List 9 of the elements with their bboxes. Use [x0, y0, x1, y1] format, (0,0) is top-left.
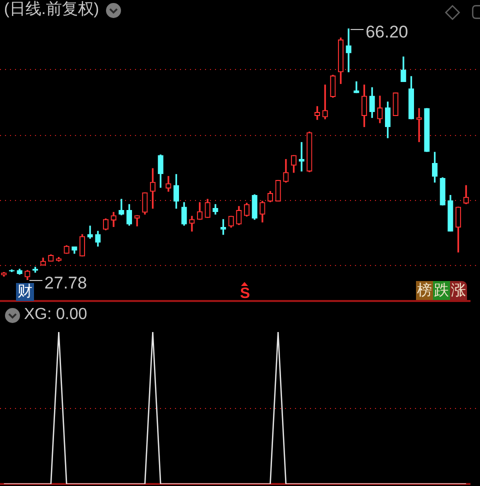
- chart-title: (日线.前复权): [4, 0, 100, 20]
- text: 财: [16, 283, 34, 301]
- text: S: [240, 285, 250, 302]
- chart-title: XG: 0.00: [24, 305, 88, 325]
- text: 涨: [450, 281, 467, 300]
- annotation: 66.20: [366, 22, 408, 42]
- annotation: 27.78: [44, 273, 87, 292]
- text: 榜: [416, 281, 433, 300]
- text: 跌: [433, 281, 450, 300]
